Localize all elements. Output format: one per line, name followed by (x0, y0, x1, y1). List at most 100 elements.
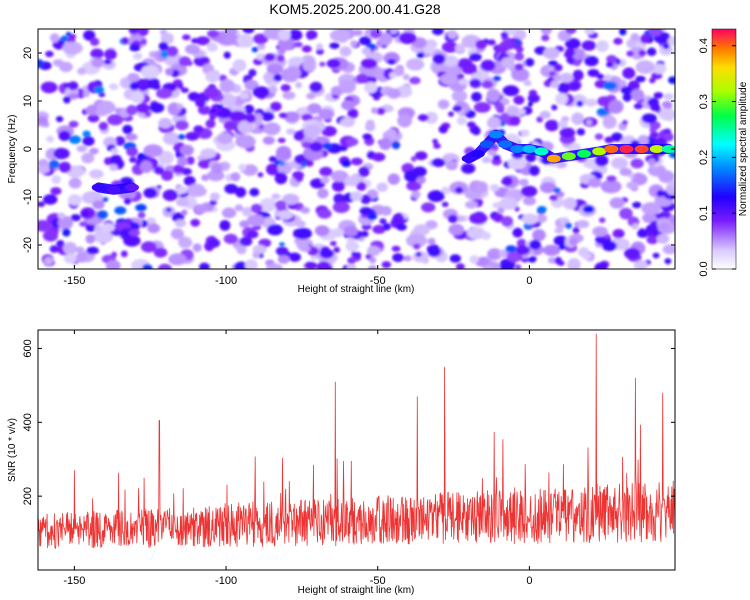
noise-blob (50, 187, 62, 196)
noise-blob (98, 121, 109, 131)
noise-blob (244, 259, 258, 269)
noise-blob (38, 201, 45, 207)
noise-blob (329, 42, 340, 49)
ridge-point (479, 140, 494, 149)
noise-blob (89, 169, 104, 179)
noise-blob (536, 116, 544, 123)
noise-blob (60, 35, 69, 42)
noise-blob (506, 251, 523, 263)
noise-blob (514, 40, 521, 45)
noise-blob (547, 257, 557, 264)
noise-blob (539, 182, 557, 194)
noise-blob (53, 147, 69, 160)
noise-blob (511, 67, 530, 82)
noise-blob (391, 141, 401, 150)
spectrogram-ylabel: Frequency (Hz) (7, 115, 18, 184)
noise-blob (257, 172, 264, 178)
noise-blob (179, 144, 194, 156)
noise-blob (585, 98, 598, 107)
noise-blob (421, 202, 436, 213)
noise-blob (135, 103, 150, 114)
noise-blob (602, 240, 617, 252)
noise-blob (442, 55, 459, 67)
noise-blob (571, 112, 585, 125)
noise-blob (551, 104, 558, 111)
isolated-track-point (106, 185, 121, 194)
noise-blob (523, 222, 532, 230)
x-tick-label: 0 (526, 575, 532, 587)
snr-panel: -150 -100 -50 0 200 400 600 Height of straigh… (7, 329, 676, 596)
ridge-point (592, 147, 607, 156)
noise-blob (366, 245, 381, 256)
noise-blob (122, 124, 133, 135)
noise-blob (652, 252, 660, 259)
noise-blob (662, 244, 675, 255)
noise-blob (294, 41, 303, 48)
noise-blob (514, 52, 524, 61)
noise-blob (239, 91, 250, 100)
noise-blob (651, 63, 667, 75)
noise-blob (362, 133, 373, 140)
noise-blob (87, 114, 100, 123)
noise-blob (63, 241, 77, 255)
noise-blob (415, 251, 422, 257)
noise-blob (646, 230, 654, 237)
noise-blob (663, 93, 674, 101)
noise-blob (466, 227, 486, 240)
ridge-point (577, 149, 591, 158)
noise-blob (147, 223, 161, 234)
noise-blob (130, 91, 145, 104)
noise-blob (576, 128, 586, 136)
noise-blob (662, 44, 670, 50)
noise-blob (360, 230, 369, 238)
noise-blob (500, 57, 515, 69)
noise-blob (609, 197, 625, 209)
noise-blob (77, 67, 87, 75)
noise-blob (58, 215, 74, 230)
noise-blob (608, 99, 624, 114)
noise-blob (177, 83, 184, 90)
noise-blob (262, 136, 275, 145)
noise-blob (107, 114, 124, 126)
noise-blob (344, 176, 360, 186)
noise-blob (156, 88, 173, 99)
noise-blob (278, 242, 285, 247)
noise-blob (364, 81, 378, 94)
noise-blob (135, 203, 147, 212)
noise-blob (158, 150, 174, 165)
noise-blob (632, 201, 642, 209)
noise-blob (38, 158, 49, 168)
noise-blob (211, 162, 223, 174)
spectrogram-y-axis: -20 -10 0 10 20 (22, 47, 675, 253)
noise-blob (295, 82, 302, 89)
noise-blob (230, 172, 241, 182)
noise-blob (68, 92, 79, 100)
noise-blob (305, 30, 318, 40)
noise-blob (129, 82, 140, 91)
noise-blob (656, 189, 665, 198)
noise-blob (184, 44, 200, 55)
noise-blob (51, 174, 61, 185)
noise-blob (638, 49, 646, 57)
noise-blob (65, 31, 72, 37)
noise-blob (539, 110, 551, 119)
noise-blob (445, 160, 458, 171)
noise-blob (209, 192, 220, 201)
noise-blob (366, 212, 378, 221)
noise-blob (82, 130, 91, 138)
ridge-point (546, 154, 561, 163)
noise-blob (268, 156, 278, 163)
spectrogram-xlabel: Height of straight line (km) (298, 284, 415, 295)
noise-blob (250, 203, 263, 214)
noise-blob (303, 124, 321, 139)
noise-blob (66, 165, 85, 178)
noise-blob (127, 72, 140, 82)
noise-blob (427, 246, 441, 257)
noise-blob (277, 137, 286, 143)
noise-blob (85, 223, 97, 232)
x-tick-label: -50 (370, 275, 386, 287)
noise-blob (613, 37, 623, 45)
noise-blob (175, 120, 189, 131)
noise-blob (611, 132, 623, 142)
